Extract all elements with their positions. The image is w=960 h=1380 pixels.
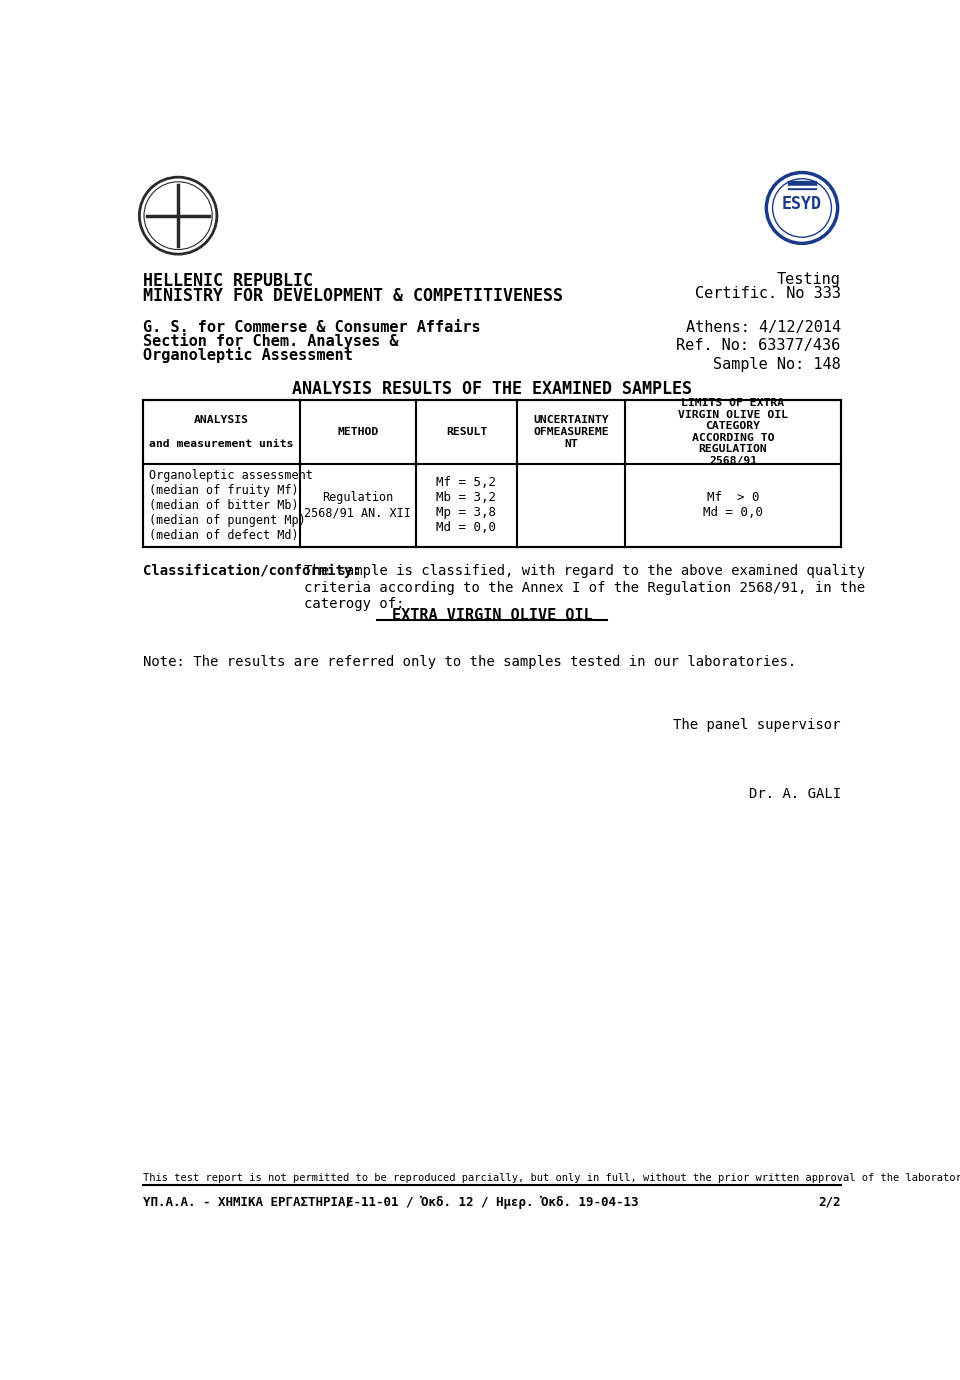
Text: Mf = 5,2
Mb = 3,2
Mp = 3,8
Md = 0,0: Mf = 5,2 Mb = 3,2 Mp = 3,8 Md = 0,0 [437,476,496,534]
Text: Ref. No: 63377/436: Ref. No: 63377/436 [677,338,841,353]
Text: HELLENIC REPUBLIC: HELLENIC REPUBLIC [143,272,313,290]
Text: METHOD: METHOD [337,426,378,437]
Text: G. S. for Commerse & Consumer Affairs: G. S. for Commerse & Consumer Affairs [143,320,481,334]
Bar [143,400,841,546]
Text: Testing: Testing [777,272,841,287]
Text: Mf  > 0
Md = 0,0: Mf > 0 Md = 0,0 [703,491,763,519]
Text: ANALYSIS

and measurement units: ANALYSIS and measurement units [150,415,294,448]
Text: LIMITS OF EXTRA
VIRGIN OLIVE OIL
CATEGORY
ACCORDING TO
REGULATION
2568/91: LIMITS OF EXTRA VIRGIN OLIVE OIL CATEGOR… [678,397,788,466]
Text: Dr. A. GALI: Dr. A. GALI [749,787,841,800]
Text: The sample is classified, with regard to the above examined quality
criteria acc: The sample is classified, with regard to… [304,564,866,611]
Text: Classification/conformity:: Classification/conformity: [143,563,361,578]
Text: Sample No: 148: Sample No: 148 [713,356,841,371]
Bar [788,181,816,189]
Text: The panel supervisor: The panel supervisor [673,718,841,731]
Text: UNCERTAINTY
OFMEASUREME
NT: UNCERTAINTY OFMEASUREME NT [533,415,609,448]
Text: Section for Chem. Analyses &: Section for Chem. Analyses & [143,334,398,349]
Text: Certific. No 333: Certific. No 333 [695,286,841,301]
Text: EXTRA VIRGIN OLIVE OIL: EXTRA VIRGIN OLIVE OIL [392,609,592,624]
Text: MINISTRY FOR DEVELOPMENT & COMPETITIVENESS: MINISTRY FOR DEVELOPMENT & COMPETITIVENE… [143,287,564,305]
Text: Organoleptic assessment
(median of fruity Mf)
(median of bitter Mb)
(median of p: Organoleptic assessment (median of fruit… [149,469,313,542]
Text: Ε-11-01 / Ὀκδ. 12 / Ημερ. Ὀκδ. 19-04-13: Ε-11-01 / Ὀκδ. 12 / Ημερ. Ὀκδ. 19-04-13 [346,1196,638,1209]
Text: Organoleptic Assessment: Organoleptic Assessment [143,348,353,363]
Bar [788,186,816,188]
Text: 2/2: 2/2 [818,1196,841,1209]
Text: Athens: 4/12/2014: Athens: 4/12/2014 [685,320,841,334]
Text: ANALYSIS RESULTS OF THE EXAMINED SAMPLES: ANALYSIS RESULTS OF THE EXAMINED SAMPLES [292,380,692,397]
Text: Regulation
2568/91 AN. XII: Regulation 2568/91 AN. XII [304,491,412,519]
Text: RESULT: RESULT [445,426,487,437]
Text: This test report is not permitted to be reproduced parcially, but only in full, : This test report is not permitted to be … [143,1173,960,1183]
Text: ESYD: ESYD [782,195,822,213]
Text: Note: The results are referred only to the samples tested in our laboratories.: Note: The results are referred only to t… [143,654,797,668]
Text: ΥΠ.Α.Α. - ΧΗΜΙΚΑ ΕΡΓΑΣΤΗΡΙΑ/: ΥΠ.Α.Α. - ΧΗΜΙΚΑ ΕΡΓΑΣΤΗΡΙΑ/ [143,1196,353,1209]
